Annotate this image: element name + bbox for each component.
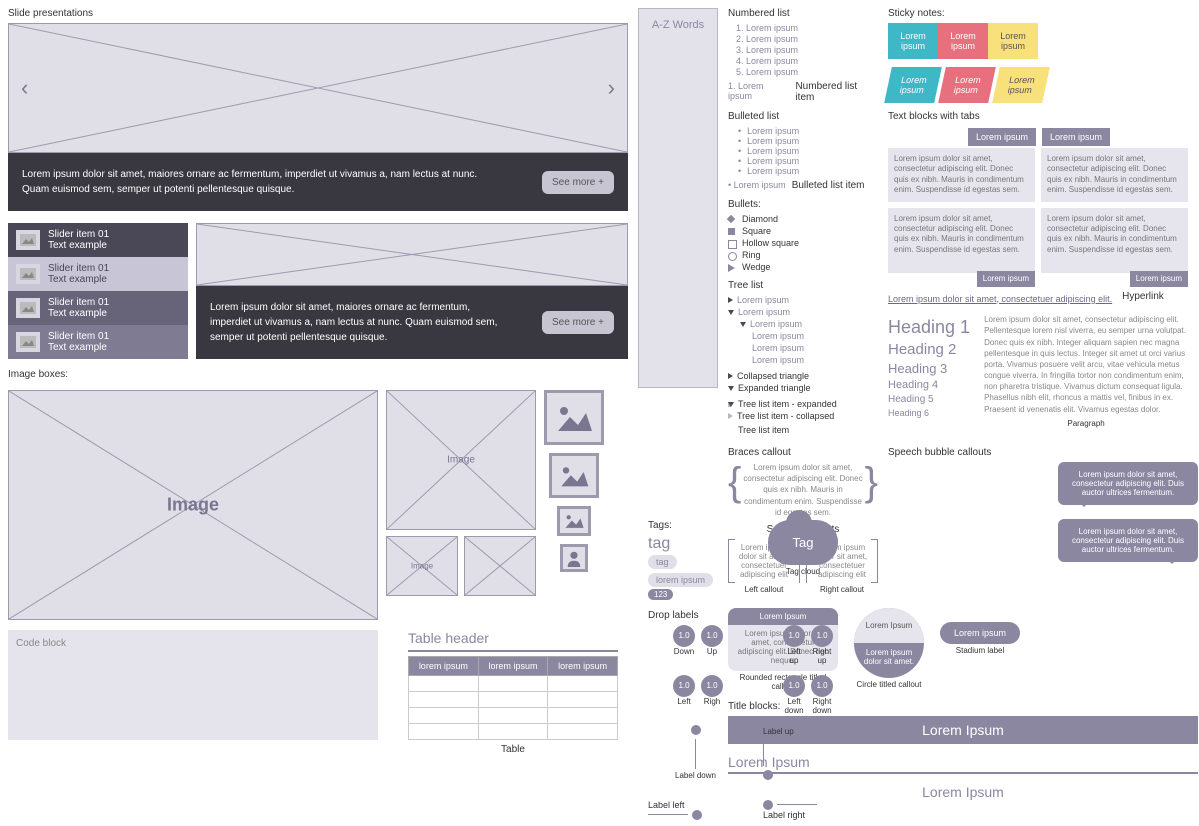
drop-right: 1.0	[701, 675, 723, 697]
image-icon	[16, 264, 40, 284]
drop-up: 1.0	[701, 625, 723, 647]
bullet-ring: Ring	[728, 250, 878, 260]
image-box-sm: Image	[386, 536, 458, 596]
drop-rd: 1.0	[811, 675, 833, 697]
image-icon	[16, 332, 40, 352]
drop-ru: 1.0	[811, 625, 833, 647]
bullets-label: Bullets:	[728, 199, 878, 210]
speech-label: Speech bubble callouts	[888, 447, 1198, 458]
tab[interactable]: Lorem ipsum	[968, 128, 1036, 146]
speech-bubble: Lorem ipsum dolor sit amet, consectetur …	[1058, 519, 1198, 562]
slider-item[interactable]: Slider item 01Text example	[8, 325, 188, 359]
tag-pill-lorem[interactable]: lorem ipsum	[648, 573, 713, 587]
bullet-diamond: Diamond	[728, 214, 878, 224]
bullet-wedge: Wedge	[728, 262, 878, 272]
slide-label: Slide presentations	[8, 8, 628, 19]
tag-badge: 123	[648, 589, 673, 600]
thumb-landscape-icon	[557, 506, 591, 536]
image-box-sm	[464, 536, 536, 596]
tab[interactable]: Lorem ipsum	[1130, 271, 1188, 287]
image-icon	[16, 230, 40, 250]
thumb-landscape-icon	[544, 390, 604, 445]
slider-list: Slider item 01Text example Slider item 0…	[8, 223, 188, 359]
tag-cloud[interactable]: Tag	[768, 520, 838, 565]
braces-label: Braces callout	[728, 447, 878, 458]
drop-ld: 1.0	[783, 675, 805, 697]
text-block: Lorem ipsum dolor sit amet, consectetur …	[1041, 208, 1188, 274]
hyperlink[interactable]: Lorem ipsum dolor sit amet, consectetuer…	[888, 294, 1112, 304]
text-block: Lorem ipsum dolor sit amet, consectetur …	[888, 208, 1035, 274]
image-icon	[16, 298, 40, 318]
tag-pill[interactable]: tag	[648, 555, 677, 569]
table-header: Table header	[408, 630, 618, 652]
caption-text: Lorem ipsum dolor sit amet, maiores orna…	[22, 167, 502, 197]
caption-text: Lorem ipsum dolor sit amet, maiores orna…	[210, 300, 510, 345]
slide-b-placeholder	[196, 223, 628, 286]
bullist-label: Bulleted list	[728, 111, 878, 122]
prev-chevron[interactable]: ‹	[21, 75, 28, 101]
drops-label: Drop labels	[648, 610, 858, 621]
drop-down: 1.0	[673, 625, 695, 647]
see-more-button[interactable]: See more +	[542, 171, 614, 194]
slide-b-caption: Lorem ipsum dolor sit amet, maiores orna…	[196, 286, 628, 359]
hyperlink-label: Hyperlink	[1122, 291, 1164, 302]
az-words-panel: A-Z Words	[638, 8, 718, 388]
slider-item[interactable]: Slider item 01Text example	[8, 291, 188, 325]
tag-large[interactable]: tag	[648, 535, 738, 553]
paragraph: Lorem ipsum dolor sit amet, consectetur …	[984, 314, 1188, 415]
headings: Heading 1Heading 2 Heading 3Heading 4 He…	[888, 314, 970, 428]
imgboxes-label: Image boxes:	[8, 369, 628, 380]
circle-callout: Lorem IpsumLorem ipsum dolor sit amet.	[854, 608, 924, 678]
bullet-square: Square	[728, 226, 878, 236]
tags-label: Tags:	[648, 520, 738, 531]
next-chevron[interactable]: ›	[608, 75, 615, 101]
tab[interactable]: Lorem ipsum	[1042, 128, 1110, 146]
slider-item[interactable]: Slider item 01Text example	[8, 223, 188, 257]
slide-a-caption: Lorem ipsum dolor sit amet, maiores orna…	[8, 153, 628, 211]
stadium-label: Lorem ipsum	[940, 622, 1020, 644]
speech-bubble: Lorem ipsum dolor sit amet, consectetur …	[1058, 462, 1198, 505]
bulleted-list: Lorem ipsumLorem ipsumLorem ipsumLorem i…	[728, 126, 878, 176]
tab[interactable]: Lorem ipsum	[977, 271, 1035, 287]
textblocks-label: Text blocks with tabs	[888, 111, 1188, 122]
table-caption: Table	[408, 744, 618, 755]
code-block: Code block	[8, 630, 378, 740]
numbered-list: Lorem ipsumLorem ipsumLorem ipsumLorem i…	[728, 23, 878, 77]
thumb-avatar-icon	[560, 544, 588, 572]
thumb-landscape-icon	[549, 453, 599, 498]
table: lorem ipsumlorem ipsumlorem ipsum	[408, 656, 618, 740]
text-block: Lorem ipsum dolor sit amet, consectetur …	[1041, 148, 1188, 202]
sticky-row-2: Lorem ipsum Lorem ipsum Lorem ipsum	[888, 67, 1188, 103]
drop-lu: 1.0	[783, 625, 805, 647]
sticky-row-1: Lorem ipsum Lorem ipsum Lorem ipsum	[888, 23, 1188, 59]
bullet-hollow: Hollow square	[728, 238, 878, 248]
tree-label: Tree list	[728, 280, 878, 291]
slide-a-placeholder: ‹ ›	[8, 23, 628, 153]
image-box-large: Image	[8, 390, 378, 620]
see-more-button[interactable]: See more +	[542, 311, 614, 334]
drop-left: 1.0	[673, 675, 695, 697]
tree-list: Lorem ipsum Lorem ipsum Lorem ipsum Lore…	[728, 295, 878, 435]
braces-callout: Lorem ipsum dolor sit amet, consectetur …	[728, 462, 878, 518]
image-box-med: Image	[386, 390, 536, 530]
text-block: Lorem ipsum dolor sit amet, consectetur …	[888, 148, 1035, 202]
slider-item[interactable]: Slider item 01Text example	[8, 257, 188, 291]
numlist-label: Numbered list	[728, 8, 878, 19]
sticky-label: Sticky notes:	[888, 8, 1188, 19]
